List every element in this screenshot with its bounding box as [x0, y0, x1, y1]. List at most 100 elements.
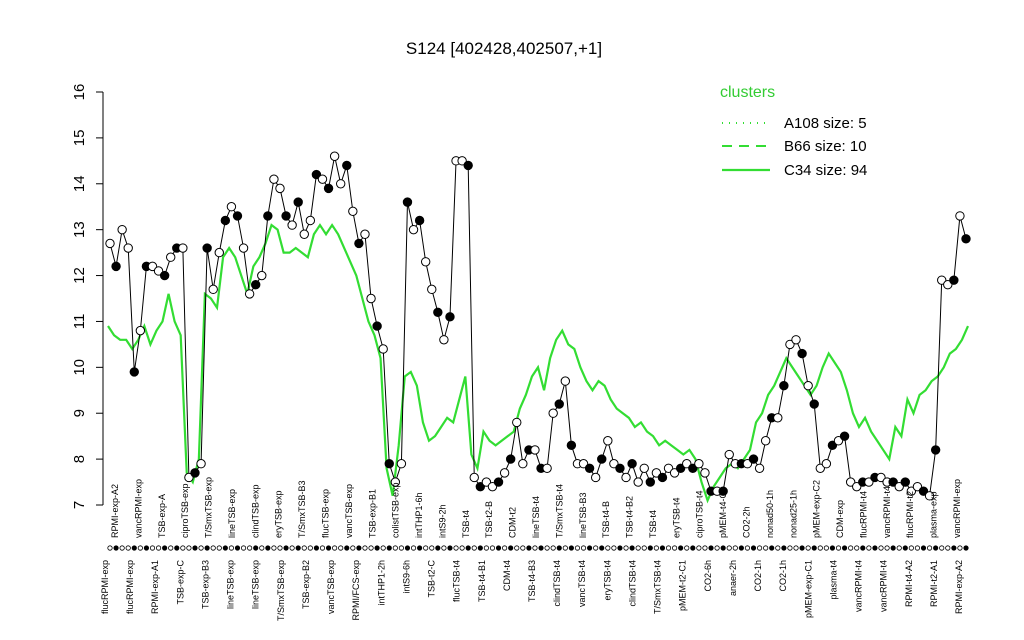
top-sample-label: RPMI-exp-A2	[110, 484, 120, 538]
rug-mark	[781, 545, 787, 551]
top-sample-label: nonad50-1h	[765, 490, 775, 538]
bottom-sample-label: CO2-1h	[778, 560, 788, 592]
chart-title: S124 [402428,402507,+1]	[406, 39, 602, 58]
bottom-sample-label: vancTSB-t4	[577, 560, 587, 607]
rug-mark	[708, 545, 714, 551]
rug-mark	[423, 545, 429, 551]
rug-mark	[914, 545, 921, 551]
rug-mark	[186, 545, 192, 551]
rug-mark	[210, 545, 216, 551]
data-point	[402, 197, 413, 207]
rug-mark	[580, 545, 587, 551]
bottom-sample-label: pMEM-exp-C1	[803, 560, 813, 618]
top-sample-label: lineTSB-B3	[578, 492, 588, 538]
rug-mark	[605, 545, 611, 551]
top-sample-label: plasma-exp	[929, 491, 939, 538]
rug-mark	[253, 545, 259, 551]
rug-mark	[332, 545, 338, 551]
rug-mark	[271, 545, 277, 551]
bottom-sample-label: T/SmxTSB-exp	[276, 560, 286, 621]
rug-mark	[289, 545, 295, 551]
top-sample-label: flucRPMI-t2	[905, 491, 915, 538]
top-sample-label: clindTSB-exp	[250, 484, 260, 538]
bottom-sample-label: CO2-1h	[753, 560, 763, 592]
rug-mark	[410, 545, 417, 551]
data-point	[220, 215, 231, 226]
data-point	[621, 472, 631, 483]
bottom-sample-labels: flucRPMI-exp flucRPMI-exp RPMI-exp-A1 TSB-e…	[100, 560, 964, 622]
data-point	[773, 413, 783, 423]
rug-mark	[362, 545, 368, 551]
y-tick-label: 12	[71, 267, 88, 284]
rug-mark	[277, 545, 283, 551]
data-point	[930, 445, 941, 455]
rug-mark	[477, 545, 483, 551]
rug-mark	[659, 545, 666, 551]
y-tick-label: 9	[71, 409, 88, 417]
data-point	[560, 376, 571, 386]
rug-mark	[404, 545, 411, 551]
rug-mark	[939, 545, 945, 551]
rug-mark	[599, 545, 605, 551]
rug-mark	[502, 545, 508, 551]
data-point	[463, 160, 473, 171]
bottom-sample-label: intS9-6h	[401, 560, 411, 594]
rug-mark	[319, 545, 326, 551]
rug-mark	[441, 545, 447, 551]
top-sample-label: ciproTSB-exp	[180, 483, 190, 538]
rug-mark	[489, 545, 496, 551]
top-sample-labels: RPMI-exp-A2 vancRPMI-exp TSB-exp-A ciproTSB…	[110, 477, 962, 538]
data-point	[791, 335, 801, 345]
y-tick-label: 10	[71, 359, 88, 376]
data-point	[779, 380, 789, 391]
rug-mark	[338, 545, 344, 551]
legend: clusters A108 size: 5 B66 size: 10 C34 s…	[720, 84, 867, 179]
top-sample-label: vancRPMI-exp	[133, 479, 143, 538]
rug-mark	[562, 545, 568, 551]
top-sample-label: lineTSB-t4	[531, 496, 541, 538]
bottom-sample-label: flucRPMI-exp	[100, 560, 110, 614]
data-point	[372, 321, 382, 331]
bottom-sample-label: vancRPMI-t4	[879, 560, 889, 612]
rug-mark	[417, 545, 423, 551]
bottom-sample-label: RPMI-t4-A2	[904, 560, 914, 607]
data-point	[839, 431, 850, 441]
bottom-sample-label: plasma-t4	[828, 560, 838, 600]
rug-mark	[884, 545, 890, 551]
rug-mark	[787, 545, 793, 551]
top-sample-label: intTHP1-6h	[414, 492, 424, 538]
rug-mark	[344, 545, 350, 551]
rug-mark	[866, 545, 872, 551]
data-point	[129, 367, 139, 377]
rug-mark	[143, 545, 150, 551]
bottom-sample-label: CO2-6h	[703, 560, 713, 592]
rug-mark	[957, 545, 963, 551]
data-point	[427, 284, 437, 295]
rug-mark	[307, 545, 313, 551]
bottom-sample-label: anaer-2h	[728, 560, 738, 596]
data-point	[633, 477, 643, 487]
legend-label-c34: C34 size: 94	[784, 162, 867, 179]
data-point	[390, 477, 401, 487]
bottom-sample-label: TSB-t2-C	[427, 560, 437, 598]
rug-mark	[380, 545, 386, 551]
rug-mark	[374, 545, 380, 551]
data-point	[657, 472, 668, 483]
top-sample-label: CDM-t2	[508, 507, 518, 538]
top-sample-label: CDM-exp	[835, 500, 845, 538]
data-point	[548, 408, 558, 418]
rug-mark	[611, 545, 617, 551]
rug-mark	[829, 545, 836, 551]
rug-mark	[671, 545, 678, 551]
rug-mark	[350, 545, 356, 551]
rug-mark	[119, 545, 125, 551]
top-sample-label: TSB-t2-B	[484, 501, 494, 538]
bottom-sample-label: TSB-t4-B1	[477, 560, 487, 602]
rug-mark	[447, 545, 453, 551]
rug-mark	[696, 545, 702, 551]
data-point	[117, 224, 127, 235]
data-point	[505, 454, 516, 464]
data-point	[196, 459, 206, 469]
rug-mark	[860, 545, 866, 551]
